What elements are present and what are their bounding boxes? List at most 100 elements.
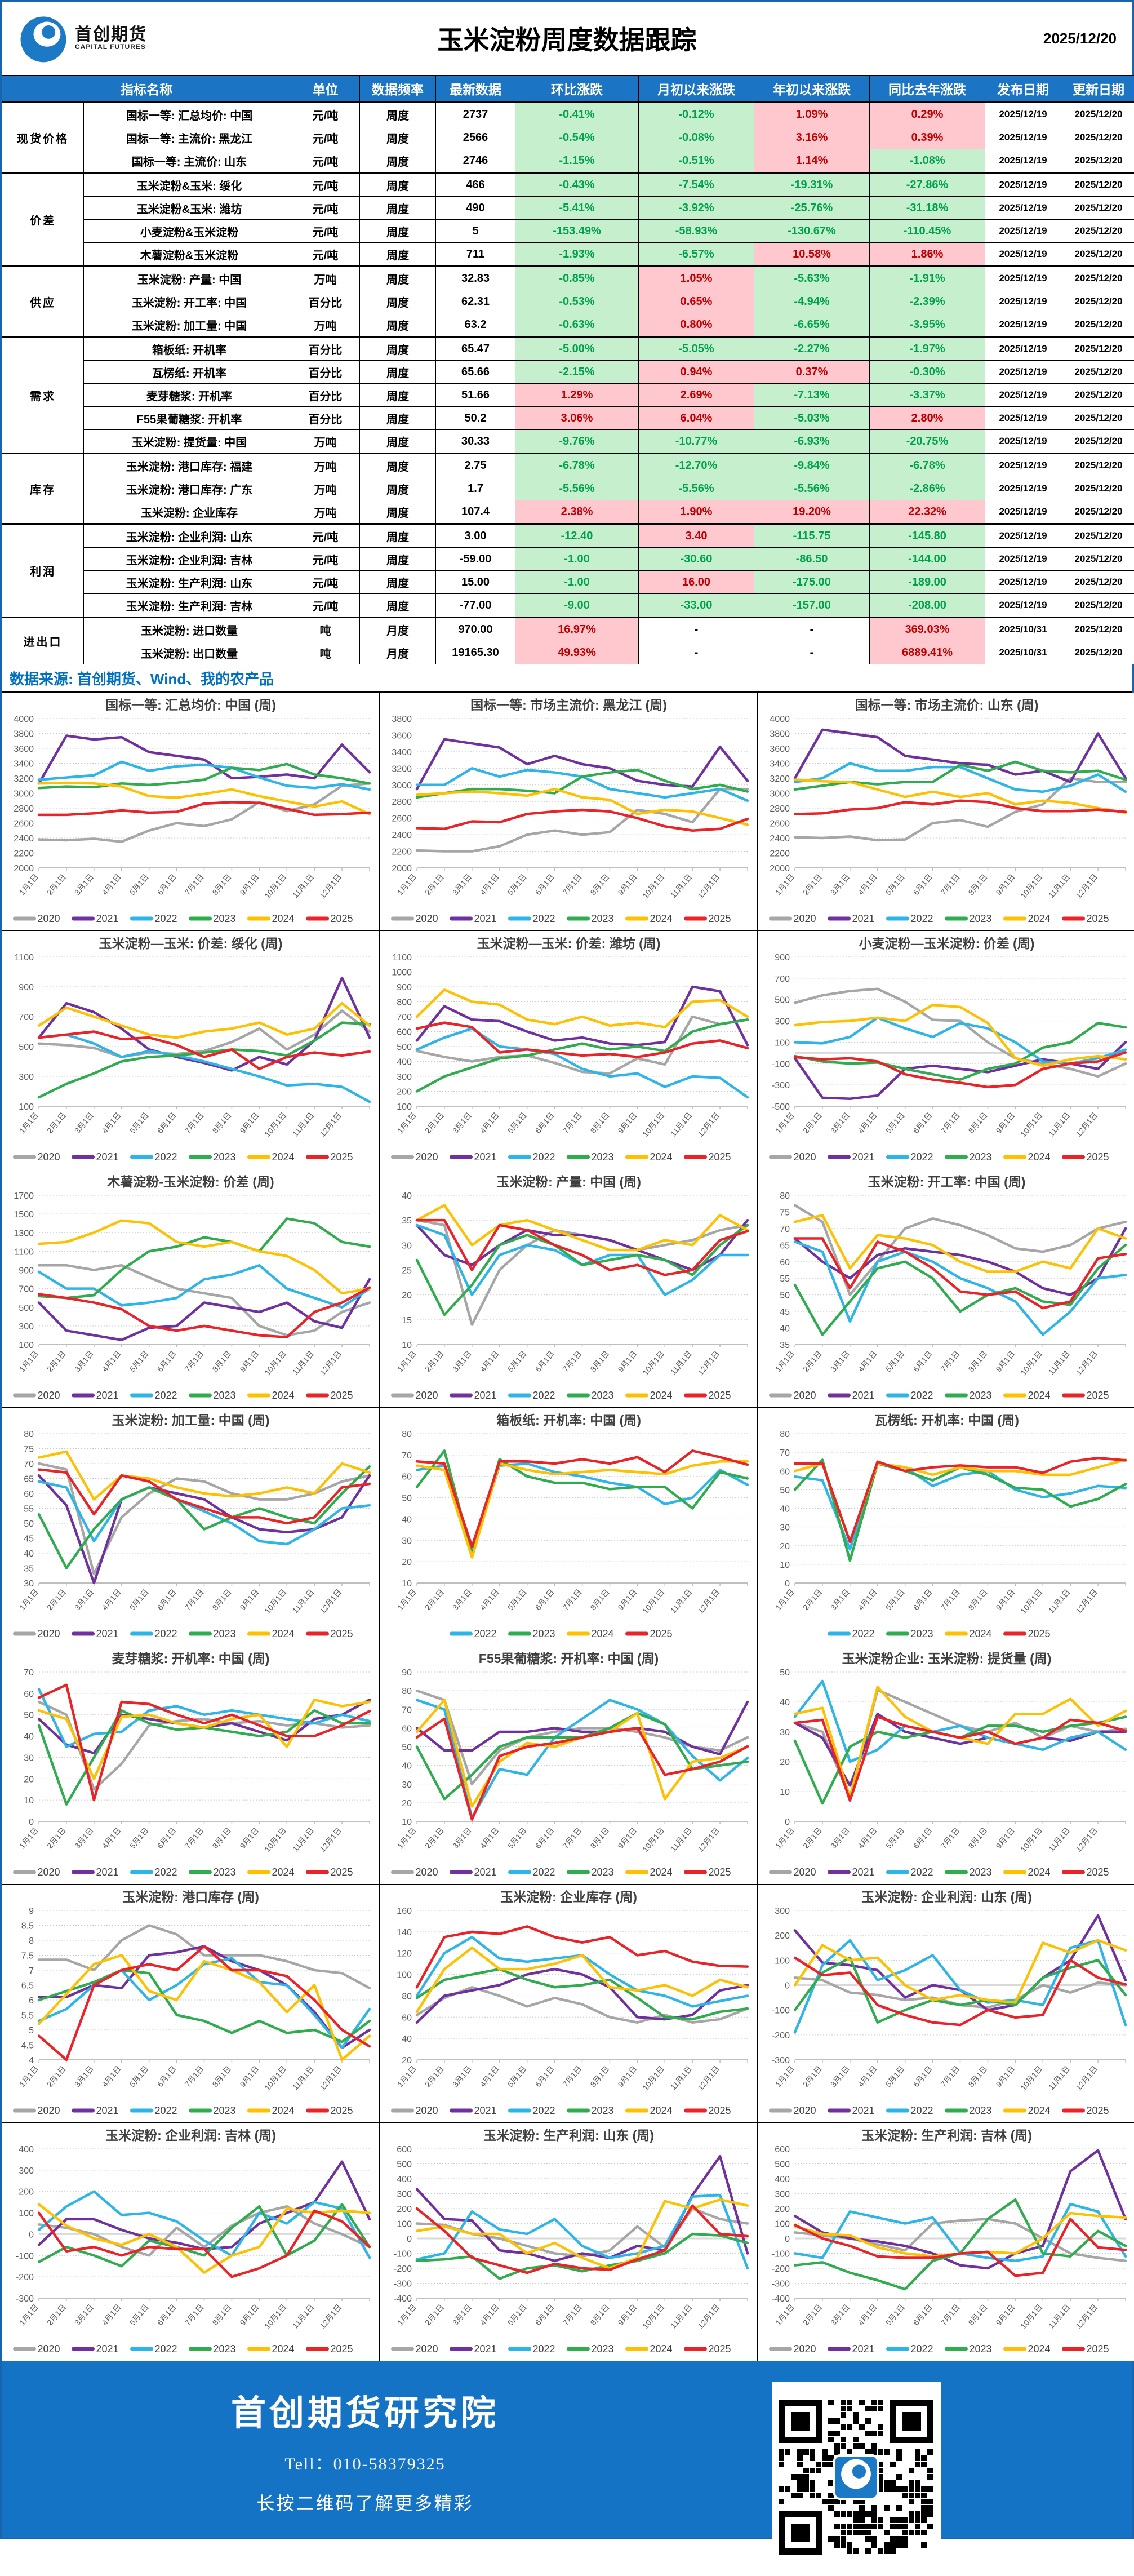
svg-text:10月1日: 10月1日 <box>641 2064 666 2092</box>
svg-text:11月1日: 11月1日 <box>291 2064 316 2092</box>
unit: 百分比 <box>291 384 360 407</box>
svg-text:9月1日: 9月1日 <box>616 2303 638 2327</box>
indicator-name: 玉米淀粉: 提货量: 中国 <box>84 430 291 454</box>
svg-text:2025: 2025 <box>1087 2343 1109 2355</box>
chart-svg-prod-profit-shandong: 玉米淀粉: 生产利润: 山东 (周)-400-300-200-100010020… <box>380 2123 758 2361</box>
svg-text:2023: 2023 <box>592 1866 614 1878</box>
svg-text:7: 7 <box>29 1966 34 1976</box>
publish-date: 2025/10/31 <box>985 618 1061 641</box>
yoy-change: -1.91% <box>870 267 985 290</box>
latest-value: 63.2 <box>436 313 515 337</box>
qr-code-image <box>772 2382 941 2573</box>
update-date: 2025/12/20 <box>1061 500 1134 524</box>
svg-text:9月1日: 9月1日 <box>238 872 260 897</box>
chart-svg-cassava-corn-spread: 木薯淀粉-玉米淀粉: 价差 (周)10030050070090011001300… <box>2 1169 380 1408</box>
svg-text:7月1日: 7月1日 <box>561 1588 584 1612</box>
frequency: 周度 <box>360 267 436 290</box>
svg-text:2023: 2023 <box>214 2343 236 2355</box>
svg-text:40: 40 <box>402 1515 412 1524</box>
svg-text:6月1日: 6月1日 <box>533 872 556 897</box>
svg-text:8月1日: 8月1日 <box>210 1826 233 1851</box>
svg-text:2025: 2025 <box>709 2343 731 2355</box>
svg-text:4月1日: 4月1日 <box>856 2303 879 2327</box>
wow-change: 1.29% <box>515 384 639 407</box>
svg-text:1月1日: 1月1日 <box>17 2303 40 2327</box>
svg-text:11月1日: 11月1日 <box>1047 2303 1072 2330</box>
svg-text:2024: 2024 <box>650 2343 673 2355</box>
svg-text:11月1日: 11月1日 <box>1047 1349 1072 1377</box>
update-date: 2025/12/20 <box>1061 524 1134 548</box>
svg-text:10: 10 <box>402 1341 412 1350</box>
svg-text:3月1日: 3月1日 <box>451 1588 473 1612</box>
svg-text:-100: -100 <box>772 1059 790 1069</box>
chart-svg-mainstream-heilongjiang: 国标一等: 市场主流价: 黑龙江 (周)20002200240026002800… <box>380 693 758 931</box>
svg-text:9月1日: 9月1日 <box>238 1588 260 1612</box>
svg-text:9月1日: 9月1日 <box>994 2303 1016 2327</box>
wow-change: -5.00% <box>515 337 639 361</box>
ytd-change: -115.75 <box>754 524 870 548</box>
svg-text:2024: 2024 <box>272 2105 295 2116</box>
publish-date: 2025/12/19 <box>985 524 1061 548</box>
svg-text:10月1日: 10月1日 <box>641 2303 666 2331</box>
svg-text:10月1日: 10月1日 <box>1019 1588 1044 1616</box>
svg-text:10: 10 <box>780 1560 790 1570</box>
svg-text:4月1日: 4月1日 <box>478 2303 501 2327</box>
svg-text:10: 10 <box>402 1817 412 1827</box>
svg-text:70: 70 <box>402 1705 412 1715</box>
unit: 元/吨 <box>291 524 360 548</box>
chart-svg-spread-suihua: 玉米淀粉—玉米: 价差: 绥化 (周)10030050070090011001月… <box>2 931 380 1169</box>
svg-text:500: 500 <box>19 1043 34 1052</box>
svg-text:3800: 3800 <box>14 730 34 739</box>
unit: 元/吨 <box>291 149 360 173</box>
svg-text:10月1日: 10月1日 <box>1019 1349 1044 1377</box>
update-date: 2025/12/20 <box>1061 290 1134 313</box>
unit: 万吨 <box>291 313 360 337</box>
svg-text:100: 100 <box>19 1341 34 1350</box>
svg-text:1月1日: 1月1日 <box>17 2064 40 2089</box>
unit: 元/吨 <box>291 594 360 618</box>
svg-text:400: 400 <box>775 2175 790 2184</box>
frequency: 周度 <box>360 173 436 197</box>
svg-text:2021: 2021 <box>852 913 875 924</box>
svg-text:10月1日: 10月1日 <box>641 1826 666 1854</box>
svg-text:9月1日: 9月1日 <box>616 872 638 897</box>
svg-text:70: 70 <box>24 1668 34 1678</box>
indicator-name: 玉米淀粉: 企业库存 <box>84 500 291 524</box>
svg-text:1月1日: 1月1日 <box>395 872 418 897</box>
svg-text:70: 70 <box>780 1225 790 1234</box>
svg-text:2023: 2023 <box>214 913 236 924</box>
svg-text:2023: 2023 <box>214 1866 236 1878</box>
svg-text:1月1日: 1月1日 <box>395 1111 418 1136</box>
svg-text:0: 0 <box>785 2234 790 2244</box>
svg-text:12月1日: 12月1日 <box>696 1826 721 1854</box>
svg-text:10: 10 <box>780 1788 790 1797</box>
mtd-change: 3.40 <box>639 524 754 548</box>
svg-text:100: 100 <box>775 1038 790 1048</box>
svg-text:70: 70 <box>402 1451 412 1461</box>
group-label: 库存 <box>2 454 84 524</box>
svg-text:50: 50 <box>402 1494 412 1504</box>
svg-text:25: 25 <box>402 1266 412 1276</box>
unit: 万吨 <box>291 477 360 500</box>
unit: 吨 <box>291 641 360 664</box>
svg-text:5月1日: 5月1日 <box>884 1588 906 1612</box>
update-date: 2025/12/20 <box>1061 384 1134 407</box>
svg-text:1500: 1500 <box>14 1210 34 1220</box>
svg-text:500: 500 <box>397 2160 412 2170</box>
chart-svg-ent-profit-jilin: 玉米淀粉: 企业利润: 吉林 (周)-300-200-1000100200300… <box>2 2123 380 2361</box>
svg-text:2021: 2021 <box>474 1151 497 1163</box>
svg-text:20: 20 <box>780 1542 790 1551</box>
svg-text:8月1日: 8月1日 <box>588 1349 611 1374</box>
svg-text:300: 300 <box>397 1072 412 1082</box>
svg-text:2024: 2024 <box>272 1390 295 1401</box>
frequency: 周度 <box>360 407 436 430</box>
